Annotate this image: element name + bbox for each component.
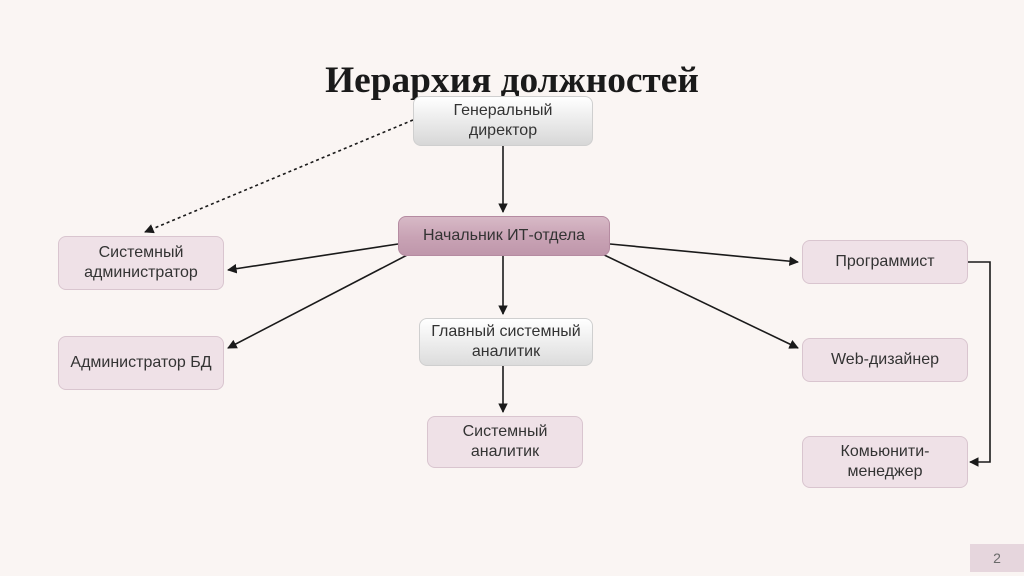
page-number: 2 (970, 544, 1024, 572)
diagram-stage: Иерархия должностей Генеральный директор… (0, 0, 1024, 576)
node-community-label: Комьюнити-менеджер (811, 442, 959, 482)
node-main-analyst-label: Главный системный аналитик (428, 322, 584, 362)
node-webdes: Web-дизайнер (802, 338, 968, 382)
page-number-label: 2 (993, 550, 1001, 566)
node-sys-analyst-label: Системный аналитик (436, 422, 574, 462)
node-it-head: Начальник ИТ-отдела (398, 216, 610, 256)
node-dbadmin-label: Администратор БД (70, 353, 211, 373)
node-community: Комьюнити-менеджер (802, 436, 968, 488)
node-programmer: Программист (802, 240, 968, 284)
node-main-analyst: Главный системный аналитик (419, 318, 593, 366)
node-it-head-label: Начальник ИТ-отдела (423, 226, 585, 246)
node-sys-analyst: Системный аналитик (427, 416, 583, 468)
node-webdes-label: Web-дизайнер (831, 350, 939, 370)
node-sysadmin-label: Системный администратор (67, 243, 215, 283)
node-programmer-label: Программист (835, 252, 934, 272)
node-dbadmin: Администратор БД (58, 336, 224, 390)
node-ceo: Генеральный директор (413, 96, 593, 146)
node-ceo-label: Генеральный директор (422, 101, 584, 141)
node-sysadmin: Системный администратор (58, 236, 224, 290)
